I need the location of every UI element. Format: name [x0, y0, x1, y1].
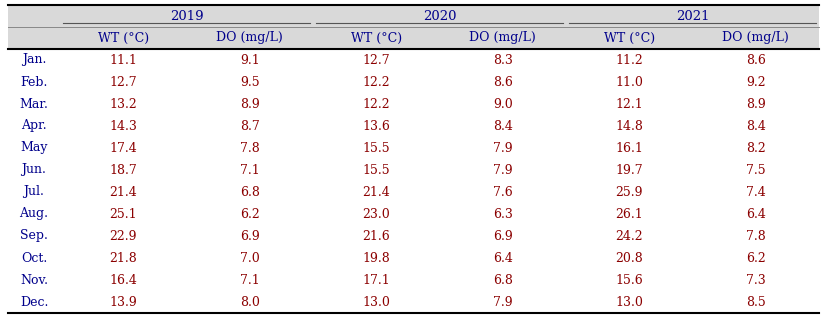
Text: 16.4: 16.4 — [109, 273, 137, 287]
Text: 17.4: 17.4 — [109, 142, 137, 155]
Text: 13.0: 13.0 — [362, 295, 390, 308]
Text: 8.0: 8.0 — [240, 295, 260, 308]
Text: Apr.: Apr. — [22, 120, 47, 133]
Text: 13.9: 13.9 — [109, 295, 137, 308]
Text: 14.3: 14.3 — [109, 120, 137, 133]
Text: 6.9: 6.9 — [240, 230, 260, 243]
Text: 11.1: 11.1 — [109, 53, 137, 66]
Text: 7.1: 7.1 — [240, 273, 260, 287]
Text: 16.1: 16.1 — [615, 142, 643, 155]
Text: 13.0: 13.0 — [615, 295, 643, 308]
Text: 15.5: 15.5 — [362, 163, 390, 176]
Text: 8.6: 8.6 — [493, 75, 513, 88]
Text: Dec.: Dec. — [20, 295, 48, 308]
Text: 9.0: 9.0 — [493, 98, 513, 110]
Text: 8.4: 8.4 — [746, 120, 766, 133]
Text: 21.8: 21.8 — [109, 252, 137, 265]
Text: 7.3: 7.3 — [746, 273, 766, 287]
Text: 11.0: 11.0 — [615, 75, 643, 88]
Text: 7.9: 7.9 — [493, 163, 513, 176]
Text: 2019: 2019 — [170, 10, 203, 23]
Text: WT (°C): WT (°C) — [98, 31, 149, 45]
Text: 6.2: 6.2 — [746, 252, 766, 265]
Text: 6.2: 6.2 — [240, 208, 260, 220]
Bar — [8, 27, 819, 49]
Text: Mar.: Mar. — [20, 98, 49, 110]
Text: 8.5: 8.5 — [746, 295, 766, 308]
Text: 13.2: 13.2 — [109, 98, 137, 110]
Text: 15.5: 15.5 — [362, 142, 390, 155]
Text: 7.9: 7.9 — [493, 295, 513, 308]
Text: 12.7: 12.7 — [362, 53, 390, 66]
Text: Jan.: Jan. — [22, 53, 46, 66]
Text: DO (mg/L): DO (mg/L) — [722, 31, 789, 45]
Text: 21.4: 21.4 — [362, 185, 390, 198]
Text: 12.7: 12.7 — [109, 75, 137, 88]
Text: 8.9: 8.9 — [240, 98, 260, 110]
Text: 12.2: 12.2 — [362, 98, 390, 110]
Text: 8.9: 8.9 — [746, 98, 766, 110]
Text: Oct.: Oct. — [21, 252, 47, 265]
Text: Jul.: Jul. — [23, 185, 45, 198]
Text: 22.9: 22.9 — [109, 230, 137, 243]
Text: 6.4: 6.4 — [746, 208, 766, 220]
Text: 6.8: 6.8 — [493, 273, 513, 287]
Text: 6.9: 6.9 — [493, 230, 513, 243]
Text: 7.8: 7.8 — [240, 142, 260, 155]
Text: Aug.: Aug. — [20, 208, 49, 220]
Text: 15.6: 15.6 — [615, 273, 643, 287]
Text: DO (mg/L): DO (mg/L) — [217, 31, 283, 45]
Text: 12.2: 12.2 — [362, 75, 390, 88]
Bar — [8, 5, 819, 27]
Text: 7.4: 7.4 — [746, 185, 766, 198]
Text: 13.6: 13.6 — [362, 120, 390, 133]
Text: Feb.: Feb. — [21, 75, 48, 88]
Text: 2021: 2021 — [676, 10, 710, 23]
Text: 9.2: 9.2 — [746, 75, 766, 88]
Text: 18.7: 18.7 — [109, 163, 137, 176]
Text: 9.1: 9.1 — [240, 53, 260, 66]
Text: 7.1: 7.1 — [240, 163, 260, 176]
Text: May: May — [20, 142, 48, 155]
Text: 7.0: 7.0 — [240, 252, 260, 265]
Text: WT (°C): WT (°C) — [351, 31, 402, 45]
Text: 6.3: 6.3 — [493, 208, 513, 220]
Text: 7.5: 7.5 — [746, 163, 766, 176]
Text: 8.3: 8.3 — [493, 53, 513, 66]
Text: Nov.: Nov. — [20, 273, 48, 287]
Text: 26.1: 26.1 — [615, 208, 643, 220]
Text: 14.8: 14.8 — [615, 120, 643, 133]
Text: 2020: 2020 — [423, 10, 457, 23]
Text: 24.2: 24.2 — [615, 230, 643, 243]
Text: 23.0: 23.0 — [362, 208, 390, 220]
Text: Sep.: Sep. — [20, 230, 48, 243]
Text: WT (°C): WT (°C) — [604, 31, 655, 45]
Text: 7.9: 7.9 — [493, 142, 513, 155]
Text: 19.7: 19.7 — [615, 163, 643, 176]
Text: 8.7: 8.7 — [240, 120, 260, 133]
Text: 25.1: 25.1 — [109, 208, 137, 220]
Text: 21.6: 21.6 — [362, 230, 390, 243]
Text: Jun.: Jun. — [22, 163, 46, 176]
Text: 6.4: 6.4 — [493, 252, 513, 265]
Text: 25.9: 25.9 — [615, 185, 643, 198]
Text: 21.4: 21.4 — [109, 185, 137, 198]
Text: 17.1: 17.1 — [362, 273, 390, 287]
Text: 12.1: 12.1 — [615, 98, 643, 110]
Text: DO (mg/L): DO (mg/L) — [470, 31, 536, 45]
Text: 20.8: 20.8 — [615, 252, 643, 265]
Text: 8.4: 8.4 — [493, 120, 513, 133]
Text: 19.8: 19.8 — [362, 252, 390, 265]
Text: 9.5: 9.5 — [240, 75, 260, 88]
Text: 7.8: 7.8 — [746, 230, 766, 243]
Text: 11.2: 11.2 — [615, 53, 643, 66]
Text: 8.6: 8.6 — [746, 53, 766, 66]
Text: 6.8: 6.8 — [240, 185, 260, 198]
Text: 7.6: 7.6 — [493, 185, 513, 198]
Text: 8.2: 8.2 — [746, 142, 766, 155]
